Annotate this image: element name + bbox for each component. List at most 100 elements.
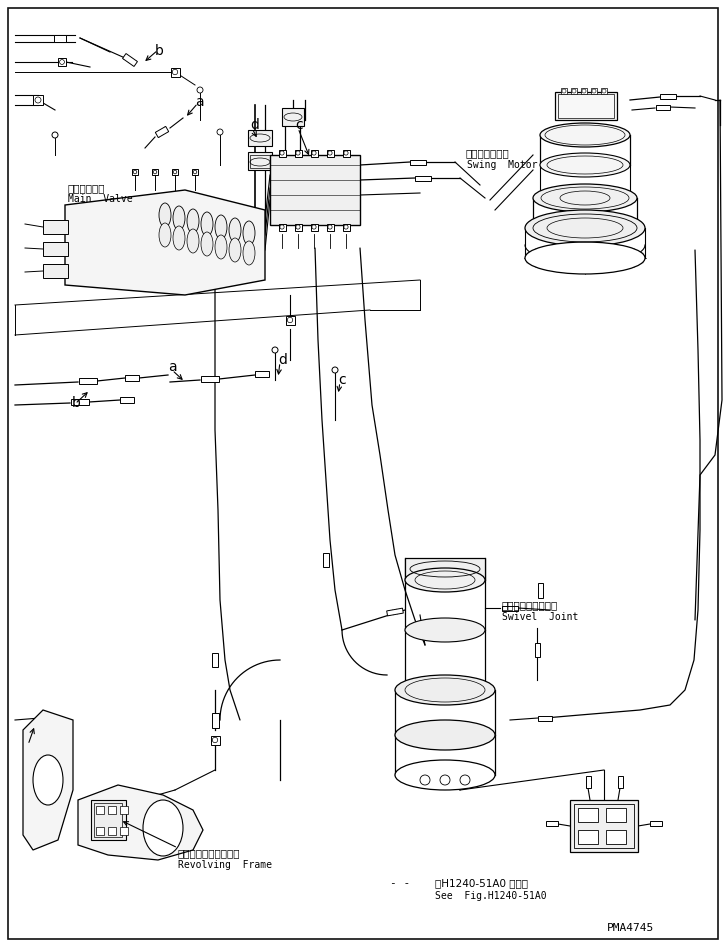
Bar	[250, 155, 270, 168]
Bar	[405, 558, 485, 580]
Polygon shape	[211, 712, 219, 727]
Polygon shape	[65, 190, 265, 295]
Circle shape	[420, 775, 430, 785]
Bar	[327, 223, 333, 230]
Bar	[43, 220, 68, 234]
Bar	[295, 150, 301, 156]
Polygon shape	[537, 582, 542, 598]
Polygon shape	[71, 399, 89, 405]
Bar	[33, 95, 43, 105]
Ellipse shape	[525, 242, 645, 274]
Bar	[311, 223, 317, 230]
Ellipse shape	[159, 203, 171, 227]
Ellipse shape	[229, 238, 241, 262]
Text: a: a	[195, 95, 203, 109]
Ellipse shape	[187, 209, 199, 233]
Bar	[96, 806, 104, 814]
Polygon shape	[120, 397, 134, 403]
Ellipse shape	[395, 760, 495, 790]
Bar	[279, 150, 285, 156]
Bar	[561, 88, 567, 94]
Circle shape	[460, 775, 470, 785]
Bar	[606, 808, 626, 822]
Bar	[601, 88, 607, 94]
Polygon shape	[79, 378, 97, 384]
Ellipse shape	[187, 229, 199, 253]
Polygon shape	[660, 94, 676, 98]
Text: d: d	[278, 353, 287, 367]
Circle shape	[52, 132, 58, 138]
Text: Revolving  Frame: Revolving Frame	[178, 860, 272, 870]
Polygon shape	[54, 34, 66, 42]
Bar	[578, 830, 598, 844]
Ellipse shape	[395, 675, 495, 705]
Bar	[311, 150, 317, 156]
Bar	[248, 152, 272, 170]
Polygon shape	[656, 104, 670, 110]
Ellipse shape	[201, 212, 213, 236]
Ellipse shape	[395, 720, 495, 750]
Polygon shape	[650, 821, 662, 827]
Ellipse shape	[540, 153, 630, 177]
Bar	[574, 804, 634, 848]
Bar	[279, 223, 285, 230]
Bar	[555, 92, 617, 120]
Bar	[91, 800, 126, 840]
Text: See  Fig.H1240-51A0: See Fig.H1240-51A0	[435, 891, 547, 901]
Ellipse shape	[143, 800, 183, 856]
Bar	[285, 315, 295, 325]
Ellipse shape	[215, 235, 227, 259]
Polygon shape	[323, 553, 329, 567]
Polygon shape	[212, 653, 218, 667]
Text: Swing  Motor: Swing Motor	[467, 160, 537, 170]
Bar	[132, 169, 138, 175]
Polygon shape	[125, 375, 139, 381]
Polygon shape	[502, 605, 518, 611]
Polygon shape	[410, 159, 426, 165]
Polygon shape	[255, 371, 269, 377]
Bar	[192, 169, 198, 175]
Bar	[120, 806, 128, 814]
Circle shape	[440, 775, 450, 785]
Ellipse shape	[243, 241, 255, 265]
Ellipse shape	[173, 226, 185, 250]
Bar	[108, 827, 116, 835]
Bar	[248, 130, 272, 146]
Text: b: b	[72, 396, 81, 410]
Ellipse shape	[243, 221, 255, 245]
Circle shape	[197, 87, 203, 93]
Polygon shape	[534, 643, 539, 657]
Polygon shape	[546, 821, 558, 827]
Circle shape	[332, 367, 338, 373]
Bar	[211, 736, 219, 744]
Polygon shape	[123, 54, 137, 66]
Bar	[606, 830, 626, 844]
Bar	[327, 150, 333, 156]
Bar	[343, 223, 349, 230]
Polygon shape	[387, 608, 404, 616]
Ellipse shape	[33, 755, 63, 805]
Ellipse shape	[201, 232, 213, 256]
Bar	[108, 806, 116, 814]
Ellipse shape	[173, 206, 185, 230]
Ellipse shape	[525, 210, 645, 246]
Polygon shape	[415, 175, 431, 181]
Polygon shape	[618, 776, 622, 788]
Polygon shape	[201, 376, 219, 382]
Polygon shape	[538, 716, 552, 721]
Bar	[172, 169, 178, 175]
Text: c: c	[295, 118, 303, 132]
Circle shape	[272, 347, 278, 353]
Bar	[58, 58, 66, 66]
Polygon shape	[78, 785, 203, 860]
Bar	[43, 264, 68, 278]
Text: スイベルジョイント: スイベルジョイント	[502, 600, 558, 610]
Ellipse shape	[533, 184, 637, 212]
Text: Swivel  Joint: Swivel Joint	[502, 612, 579, 622]
Bar	[94, 803, 122, 837]
Bar	[282, 108, 304, 126]
Bar	[571, 88, 577, 94]
Bar	[591, 88, 597, 94]
Text: d: d	[250, 118, 259, 132]
Bar	[343, 150, 349, 156]
